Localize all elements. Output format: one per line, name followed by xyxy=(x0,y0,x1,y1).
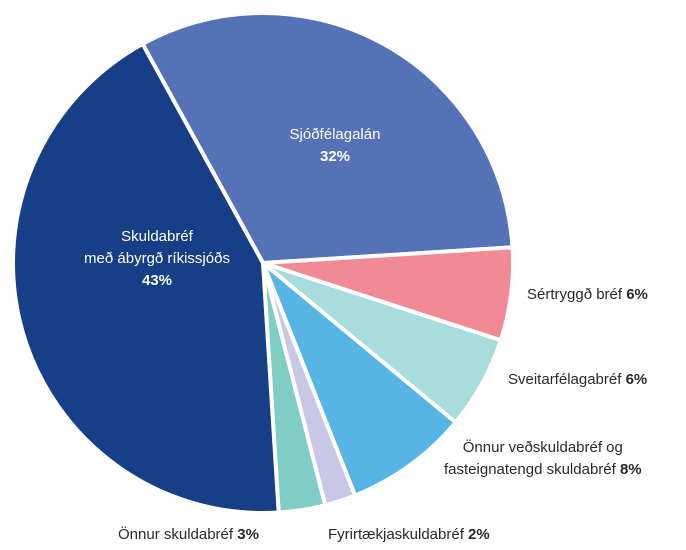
value-label: 3% xyxy=(237,526,259,543)
pie-slice xyxy=(261,261,458,498)
slice-label: Önnur veðskuldabréf og fasteignatengd sk… xyxy=(444,437,642,481)
category-name: Sjóðfélagalán xyxy=(289,126,381,143)
slice-label: Fyrirtækjaskuldabréf 2% xyxy=(328,524,490,546)
value-label: 6% xyxy=(626,286,648,303)
category-name: Önnur veðskuldabréf og fasteignatengd sk… xyxy=(444,439,623,478)
value-label: 6% xyxy=(625,371,648,388)
value-label: 43% xyxy=(141,272,173,289)
category-name: Sértryggð bréf xyxy=(527,286,623,303)
slice-label: Sjóðfélagalán 32% xyxy=(290,124,381,168)
value-label: 2% xyxy=(468,526,490,543)
slice-label: Sértryggð bréf 6% xyxy=(527,284,648,306)
slice-label: Sveitarfélagabréf 6% xyxy=(508,369,647,391)
category-name: Önnur skuldabréf xyxy=(118,526,234,543)
category-name: Fyrirtækjaskuldabréf xyxy=(328,526,464,543)
pie-slice xyxy=(140,11,515,265)
slice-label: Önnur skuldabréf 3% xyxy=(118,524,259,546)
value-label: 8% xyxy=(619,461,642,478)
category-name: Sveitarfélagabréf xyxy=(508,371,622,388)
category-name: Skuldabréf með ábyrgð ríkissjóðs xyxy=(84,228,230,267)
slice-label: Skuldabréf með ábyrgð ríkissjóðs 43% xyxy=(84,226,230,292)
pie-slice xyxy=(11,41,281,515)
value-label: 32% xyxy=(319,148,351,165)
